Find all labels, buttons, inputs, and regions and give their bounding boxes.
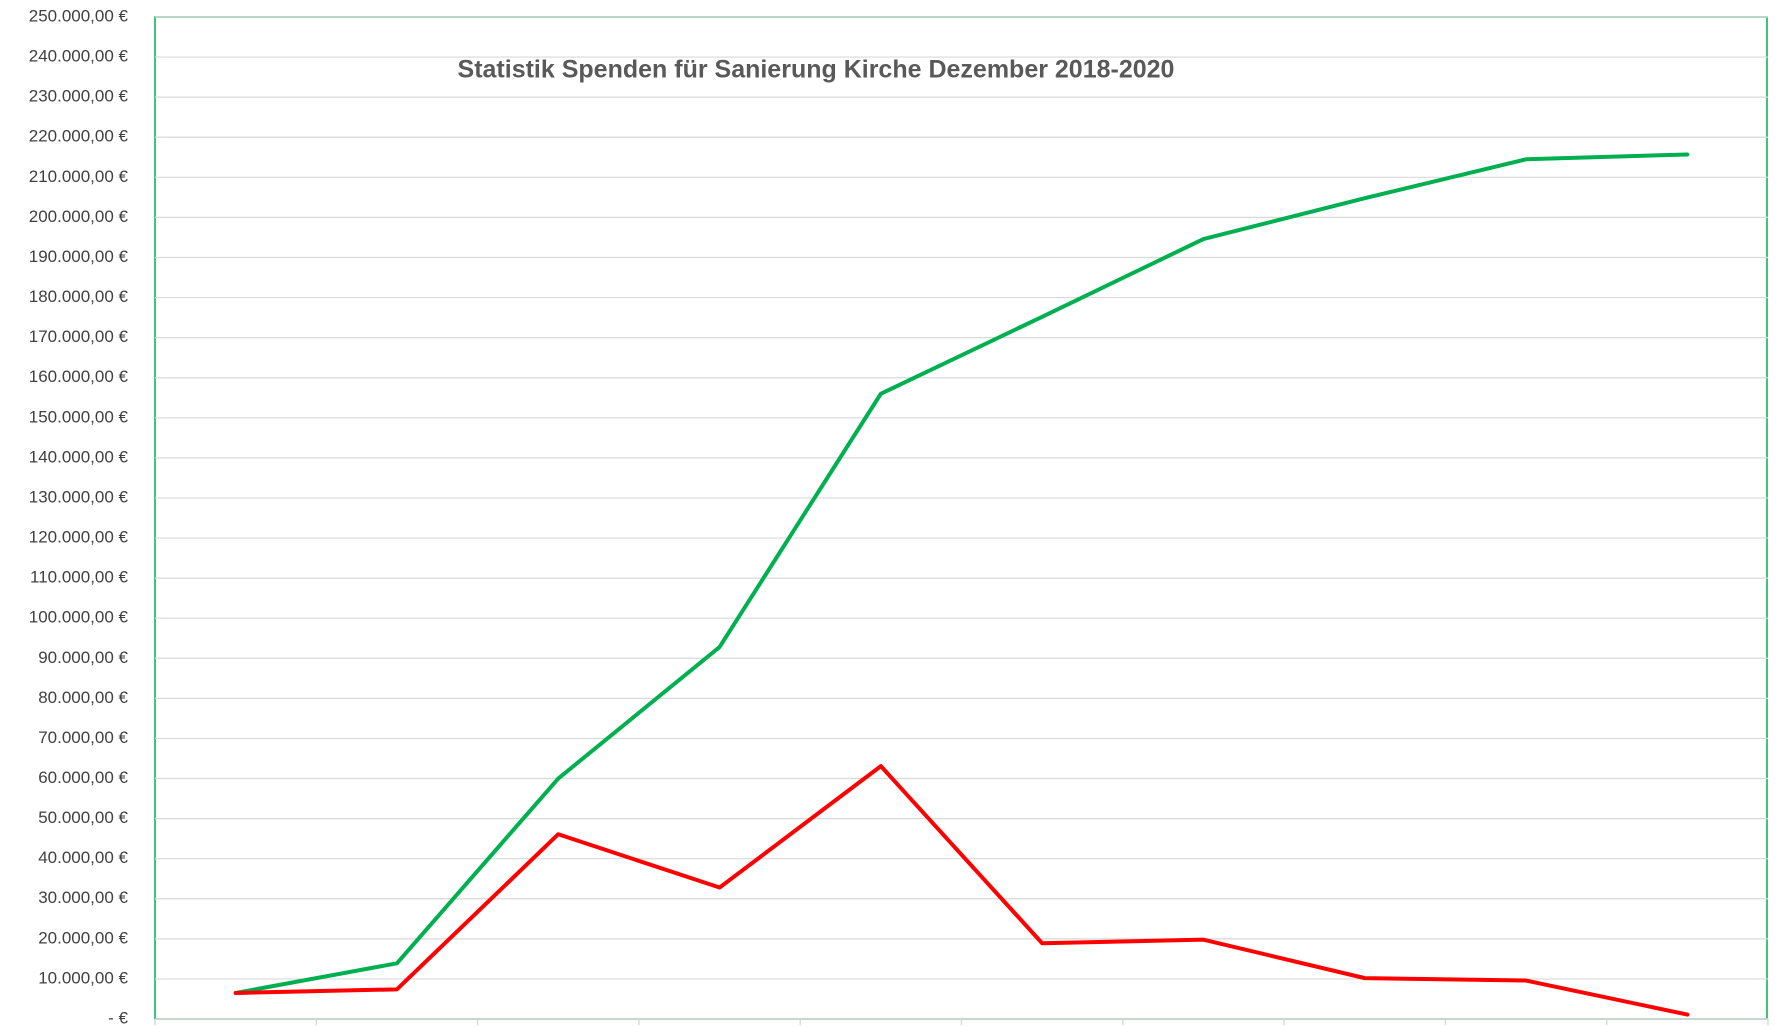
y-tick-label: 170.000,00 € xyxy=(29,327,129,346)
y-tick-label: 140.000,00 € xyxy=(29,447,129,466)
y-tick-label: 60.000,00 € xyxy=(38,768,128,787)
y-tick-label: 120.000,00 € xyxy=(29,528,129,547)
y-tick-label: 90.000,00 € xyxy=(38,648,128,667)
line-series xyxy=(233,152,1690,995)
y-tick-label: 250.000,00 € xyxy=(29,6,129,25)
y-tick-label: 160.000,00 € xyxy=(29,367,129,386)
y-tick-label: 80.000,00 € xyxy=(38,688,128,707)
y-tick-label: 180.000,00 € xyxy=(29,287,129,306)
y-tick-label: - € xyxy=(108,1008,128,1027)
y-tick-label: 20.000,00 € xyxy=(38,928,128,947)
y-tick-label: 100.000,00 € xyxy=(29,608,129,627)
y-tick-label: 50.000,00 € xyxy=(38,808,128,827)
y-tick-label: 110.000,00 € xyxy=(30,568,129,587)
chart-title: Statistik Spenden für Sanierung Kirche D… xyxy=(458,56,1175,84)
plot-border xyxy=(154,16,1768,1020)
line-series xyxy=(233,764,1690,1017)
y-tick-label: 200.000,00 € xyxy=(29,207,129,226)
y-tick-label: 10.000,00 € xyxy=(38,968,128,987)
y-tick-label: 190.000,00 € xyxy=(29,247,129,266)
y-tick-label: 40.000,00 € xyxy=(38,848,128,867)
y-tick-label: 30.000,00 € xyxy=(38,888,128,907)
y-tick-label: 240.000,00 € xyxy=(29,47,129,66)
y-tick-label: 210.000,00 € xyxy=(29,167,129,186)
y-tick-label: 150.000,00 € xyxy=(29,407,129,426)
y-tick-label: 230.000,00 € xyxy=(29,87,129,106)
y-tick-label: 220.000,00 € xyxy=(29,127,129,146)
y-tick-label: 130.000,00 € xyxy=(29,487,129,506)
y-tick-label: 70.000,00 € xyxy=(38,728,128,747)
